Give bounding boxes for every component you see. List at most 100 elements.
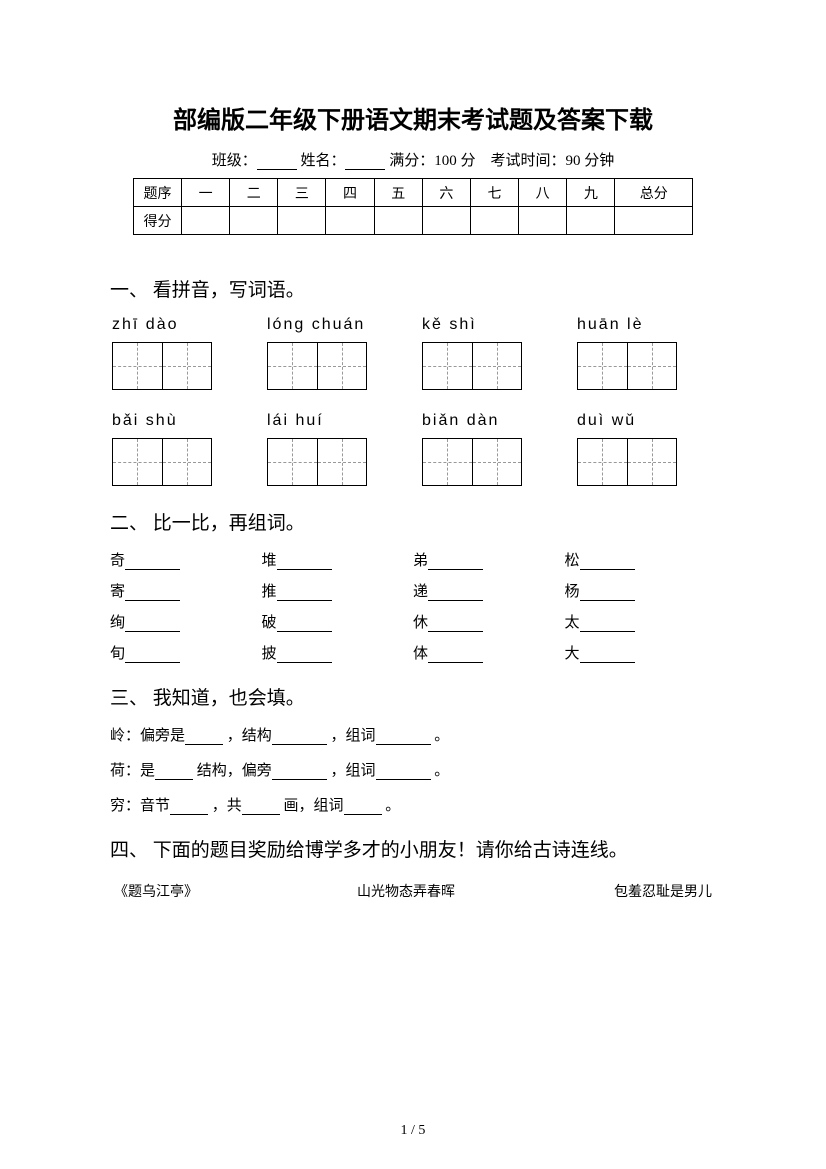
boxes-row [110,438,716,486]
poem-line: 山光物态弄春晖 [357,881,455,901]
pinyin: bǎi shù [112,412,212,430]
char-boxes[interactable] [577,342,677,390]
compare-grid: 奇 堆 弟 松 寄 推 递 杨 绚 破 休 太 旬 披 体 大 [110,549,716,663]
blank[interactable] [277,618,332,632]
q1-heading: 一、 看拼音，写词语。 [110,275,716,302]
time-label: 考试时间： [491,153,566,169]
th: 一 [182,179,230,207]
td[interactable] [182,207,230,235]
th: 七 [470,179,518,207]
compare-item: 推 [262,580,414,601]
blank[interactable] [125,556,180,570]
name-blank[interactable] [345,155,385,170]
fullscore-label: 满分： [389,153,434,169]
class-label: 班级： [212,153,257,169]
td[interactable] [519,207,567,235]
blank[interactable] [277,587,332,601]
compare-item: 杨 [565,580,717,601]
blank[interactable] [170,801,208,815]
td[interactable] [567,207,615,235]
q3-heading: 三、 我知道，也会填。 [110,683,716,710]
poem-line: 包羞忍耻是男儿 [614,881,712,901]
pinyin: duì wǔ [577,412,677,430]
td[interactable] [470,207,518,235]
class-blank[interactable] [257,155,297,170]
pinyin: biǎn dàn [422,412,522,430]
td[interactable] [374,207,422,235]
th: 三 [278,179,326,207]
blank[interactable] [242,801,280,815]
th: 五 [374,179,422,207]
pinyin: lóng chuán [267,316,367,334]
char-boxes[interactable] [112,438,212,486]
blank[interactable] [125,618,180,632]
blank[interactable] [428,556,483,570]
th: 六 [422,179,470,207]
blank[interactable] [580,618,635,632]
compare-item: 旬 [110,642,262,663]
char-boxes[interactable] [112,342,212,390]
td[interactable] [230,207,278,235]
table-row: 题序 一 二 三 四 五 六 七 八 九 总分 [134,179,693,207]
blank[interactable] [376,731,431,745]
th: 九 [567,179,615,207]
compare-item: 堆 [262,549,414,570]
compare-item: 休 [413,611,565,632]
char-boxes[interactable] [267,342,367,390]
th: 八 [519,179,567,207]
th: 题序 [134,179,182,207]
compare-item: 绚 [110,611,262,632]
td[interactable] [615,207,693,235]
blank[interactable] [125,587,180,601]
blank[interactable] [376,766,431,780]
blank[interactable] [277,556,332,570]
blank[interactable] [185,731,223,745]
blank[interactable] [272,731,327,745]
table-row: 得分 [134,207,693,235]
page-number: 1 / 5 [0,1123,826,1139]
blank[interactable] [344,801,382,815]
compare-item: 太 [565,611,717,632]
blank[interactable] [580,556,635,570]
compare-item: 披 [262,642,414,663]
char-boxes[interactable] [422,438,522,486]
char-boxes[interactable] [577,438,677,486]
q4-heading: 四、 下面的题目奖励给博学多才的小朋友！请你给古诗连线。 [110,835,716,867]
th: 四 [326,179,374,207]
blank[interactable] [155,766,193,780]
td[interactable] [278,207,326,235]
blank[interactable] [125,649,180,663]
td[interactable] [326,207,374,235]
time-value: 90 分钟 [566,153,615,169]
blank[interactable] [277,649,332,663]
th: 二 [230,179,278,207]
pinyin: lái huí [267,412,367,430]
char-boxes[interactable] [267,438,367,486]
blank[interactable] [428,618,483,632]
td-label: 得分 [134,207,182,235]
poem-title: 《题乌江亭》 [114,881,198,901]
blank[interactable] [272,766,327,780]
q2-heading: 二、 比一比，再组词。 [110,508,716,535]
char-boxes[interactable] [422,342,522,390]
exam-info: 班级： 姓名： 满分：100 分 考试时间：90 分钟 [110,149,716,170]
compare-item: 递 [413,580,565,601]
pinyin: zhī dào [112,316,212,334]
fill-line: 荷：是 结构，偏旁 ，组词 。 [110,759,716,780]
compare-item: 弟 [413,549,565,570]
blank[interactable] [580,587,635,601]
score-table: 题序 一 二 三 四 五 六 七 八 九 总分 得分 [133,178,693,235]
compare-item: 体 [413,642,565,663]
compare-item: 松 [565,549,717,570]
blank[interactable] [580,649,635,663]
blank[interactable] [428,649,483,663]
pinyin: huān lè [577,316,677,334]
fill-line: 穷：音节 ，共 画，组词 。 [110,794,716,815]
compare-item: 破 [262,611,414,632]
blank[interactable] [428,587,483,601]
td[interactable] [422,207,470,235]
pinyin-row: bǎi shù lái huí biǎn dàn duì wǔ [110,412,716,430]
compare-item: 寄 [110,580,262,601]
compare-item: 大 [565,642,717,663]
doc-title: 部编版二年级下册语文期末考试题及答案下载 [110,100,716,135]
